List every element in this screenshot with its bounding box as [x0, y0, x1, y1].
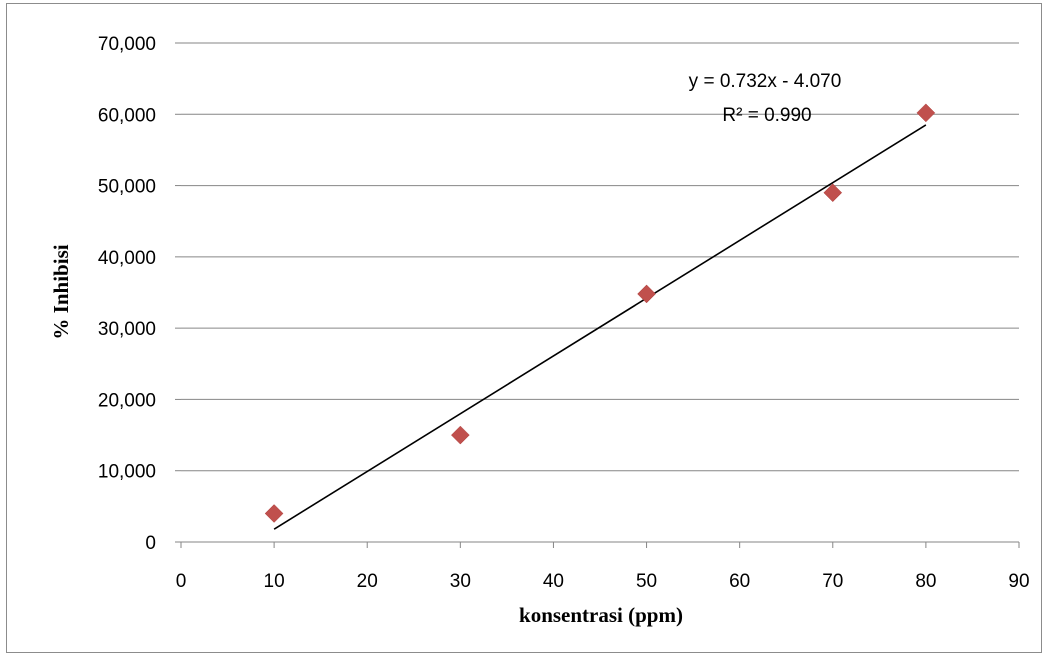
data-point: [916, 103, 936, 123]
y-tick-label: 10,000: [98, 462, 156, 483]
x-tick-label: 80: [915, 571, 936, 592]
x-tick-label: 30: [450, 571, 471, 592]
x-tick-label: 10: [264, 571, 285, 592]
y-tick-label: 50,000: [98, 177, 156, 198]
gridlines: [181, 42, 1019, 472]
trendline-equation: y = 0.732x - 4.070: [689, 71, 842, 92]
x-tick-label: 0: [176, 571, 187, 592]
x-tick-label: 40: [543, 571, 564, 592]
x-axis-ticks: 0 10 20 30 40 50 60 70 80 90: [176, 542, 1030, 592]
y-tick-label: 0: [145, 533, 156, 554]
x-tick-label: 60: [729, 571, 750, 592]
data-point: [264, 504, 284, 523]
y-tick-label: 40,000: [98, 248, 156, 269]
x-tick-label: 20: [357, 571, 378, 592]
trendline: [273, 124, 927, 530]
x-axis-title: konsentrasi (ppm): [519, 603, 683, 627]
x-tick-label: 90: [1008, 571, 1029, 592]
data-point: [823, 183, 843, 203]
data-point: [450, 425, 470, 445]
x-tick-label: 70: [822, 571, 843, 592]
trendline-r-squared: R² = 0.990: [722, 105, 811, 126]
data-point: [637, 284, 656, 304]
data-points: [264, 103, 936, 523]
y-tick-label: 30,000: [98, 319, 156, 340]
y-tick-label: 60,000: [98, 105, 156, 126]
y-tick-label: 70,000: [98, 34, 156, 55]
x-tick-label: 50: [636, 571, 657, 592]
y-axis-title: % Inhibisi: [49, 244, 73, 339]
y-axis-ticks: 0 10,000 20,000 30,000 40,000 50,000 60,000 70,…: [98, 34, 181, 554]
y-tick-label: 20,000: [98, 390, 156, 411]
